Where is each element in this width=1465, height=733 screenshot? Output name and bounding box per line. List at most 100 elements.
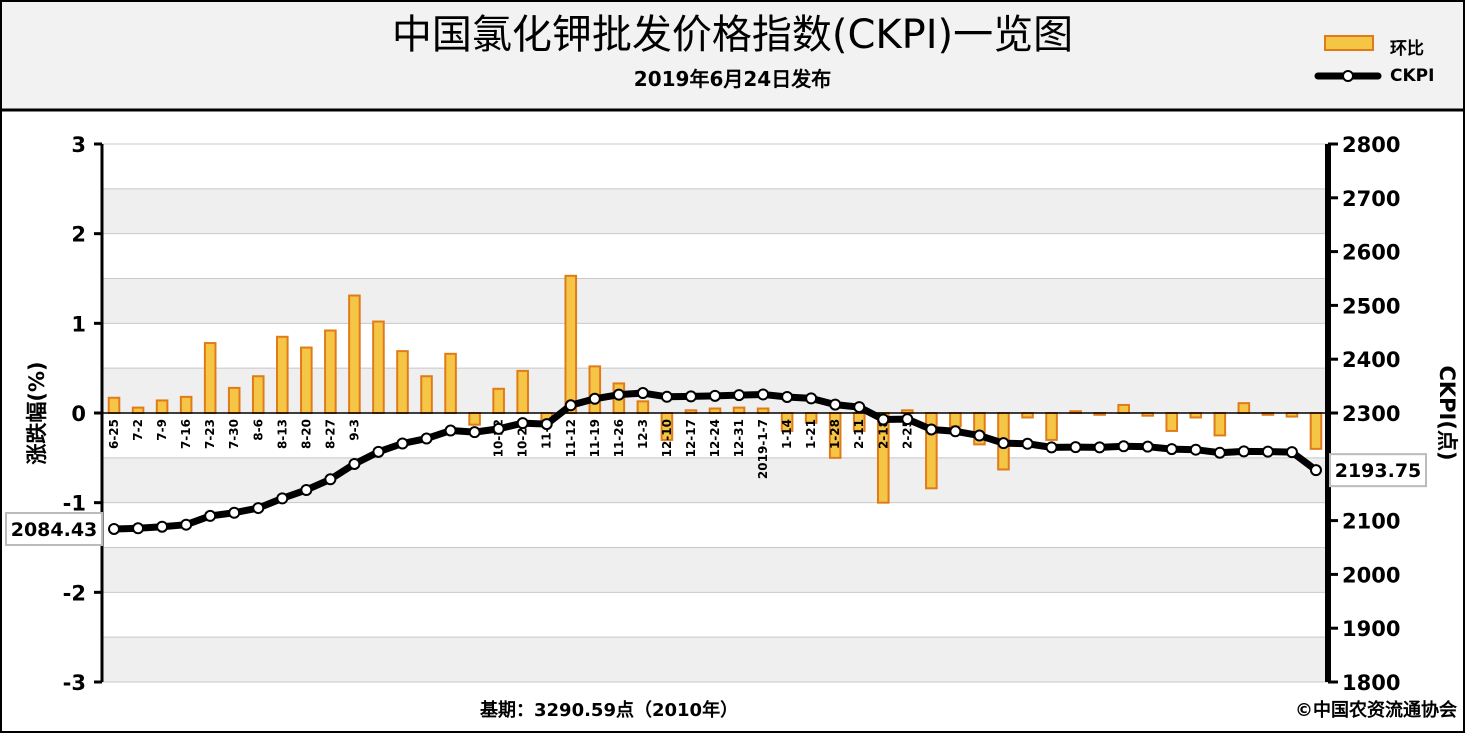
ckpi-point [805, 392, 818, 405]
bar-9-10 [372, 320, 385, 415]
bar-5-27 [1213, 412, 1227, 437]
ckpi-point [684, 390, 697, 403]
bar-12-3 [636, 400, 650, 414]
left-tick-label: -3 [63, 671, 86, 695]
right-tick-label: 2500 [1342, 294, 1400, 318]
grid-band [102, 592, 1328, 638]
ckpi-point [709, 389, 721, 402]
bar-7-30 [227, 386, 241, 415]
ckpi-point [757, 388, 770, 401]
ckpi-point [1309, 464, 1322, 477]
grid-band [102, 144, 1328, 189]
x-tick-label: 1-21 [804, 419, 818, 449]
left-axis-title: 涨跌幅(%) [25, 361, 49, 464]
bar-6-24 [1309, 412, 1323, 450]
legend-bar-label: 环比 [1390, 39, 1424, 59]
bar-10-8 [444, 352, 457, 415]
ckpi-point [492, 422, 505, 435]
ckpi-point [997, 437, 1010, 450]
bar-11-12 [564, 274, 578, 414]
x-tick-label: 12-24 [708, 419, 722, 457]
ckpi-point [829, 398, 842, 411]
ckpi-point [853, 401, 866, 414]
ckpi-point [156, 520, 169, 533]
ckpi-point [180, 518, 193, 531]
bar-8-6 [251, 375, 265, 414]
ckpi-point [973, 429, 986, 442]
x-tick-label: 2-25 [900, 419, 914, 449]
ckpi-point [132, 522, 145, 535]
x-tick-label: 12-3 [636, 419, 650, 449]
x-tick-label: 7-9 [155, 419, 169, 441]
ckpi-point [949, 425, 962, 438]
ckpi-point [1261, 445, 1274, 458]
bar-6-25 [107, 396, 121, 414]
left-tick-label: 2 [71, 223, 86, 247]
ckpi-point [300, 483, 313, 496]
left-tick-label: 0 [71, 402, 86, 426]
bar-9-3 [348, 294, 361, 414]
x-tick-label: 11-12 [564, 419, 578, 457]
ckpi-point [733, 389, 746, 402]
ckpi-point [781, 390, 794, 403]
ckpi-point [636, 387, 649, 400]
legend-line-label: CKPI [1390, 66, 1435, 86]
ckpi-point [420, 432, 433, 445]
copyright-note: ©中国农资流通协会 [1295, 700, 1457, 721]
ckpi-point [228, 506, 241, 519]
ckpi-point [276, 492, 289, 505]
right-tick-label: 2600 [1342, 241, 1400, 265]
bar-9-17 [396, 350, 409, 415]
ckpi-point [540, 418, 553, 431]
ckpi-point [1141, 440, 1154, 453]
start-value-label: 2084.43 [11, 519, 98, 541]
ckpi-point [1189, 443, 1202, 456]
bar-7-16 [179, 395, 193, 414]
ckpi-point [252, 502, 265, 515]
ckpi-point [925, 423, 938, 436]
right-tick-label: 2100 [1342, 510, 1400, 534]
left-tick-label: 3 [71, 133, 86, 157]
ckpi-point [1237, 445, 1250, 458]
x-tick-label: 7-30 [227, 419, 241, 449]
ckpi-point [1021, 437, 1034, 450]
bar-10-15 [468, 412, 481, 426]
bar-7-23 [203, 342, 217, 414]
x-tick-label: 8-20 [299, 419, 313, 449]
x-tick-label: 7-23 [203, 419, 217, 449]
x-tick-label: 12-10 [660, 419, 674, 457]
x-tick-label: 2019-1-7 [756, 419, 770, 479]
legend-line-marker [1342, 70, 1354, 82]
x-tick-label: 12-17 [684, 419, 698, 457]
right-tick-label: 1800 [1342, 671, 1400, 695]
ckpi-point [1069, 441, 1082, 454]
ckpi-point [324, 473, 337, 486]
grid-band [102, 188, 1328, 234]
x-tick-label: 11-19 [588, 419, 602, 457]
x-tick-label: 2-11 [852, 419, 866, 449]
x-tick-label: 10-29 [516, 419, 530, 457]
x-tick-label: 6-25 [107, 419, 121, 449]
x-tick-label: 1-14 [780, 419, 794, 449]
bar-10-29 [516, 369, 529, 414]
x-tick-label: 11-26 [612, 419, 626, 457]
ckpi-point [588, 392, 601, 405]
x-tick-label: 8-6 [251, 419, 265, 441]
right-tick-label: 1900 [1342, 617, 1400, 641]
plot-area: 6-25 7-2 7-9 7-16 7-23 7-30 8-6 8-13 8-20 8-27 9-3… [5, 133, 1459, 695]
grid-band [102, 278, 1328, 324]
ckpi-point [372, 445, 385, 458]
bar-8-13 [276, 335, 289, 414]
legend-bar-swatch [1324, 35, 1374, 51]
ckpi-point [1213, 446, 1226, 459]
ckpi-point [348, 457, 361, 470]
ckpi-point [1165, 443, 1178, 456]
grid-band [102, 547, 1328, 593]
end-value-box [1329, 453, 1427, 488]
right-tick-label: 2800 [1342, 133, 1400, 157]
ckpi-point [396, 437, 409, 450]
ckpi-point [468, 426, 481, 439]
bar-10-22 [492, 387, 505, 415]
bar-9-24 [420, 375, 433, 414]
